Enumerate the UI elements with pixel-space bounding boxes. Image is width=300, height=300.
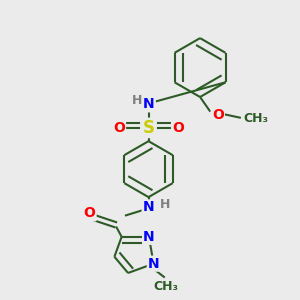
Text: S: S — [142, 119, 154, 137]
Text: CH₃: CH₃ — [153, 280, 178, 293]
Text: CH₃: CH₃ — [244, 112, 268, 125]
Text: N: N — [143, 230, 155, 244]
Text: O: O — [172, 121, 184, 135]
Text: O: O — [113, 121, 125, 135]
Text: N: N — [143, 98, 154, 111]
Text: O: O — [212, 108, 224, 122]
Text: H: H — [160, 198, 170, 211]
Text: H: H — [132, 94, 142, 107]
Text: N: N — [143, 200, 154, 214]
Text: N: N — [148, 257, 160, 271]
Text: O: O — [84, 206, 96, 220]
